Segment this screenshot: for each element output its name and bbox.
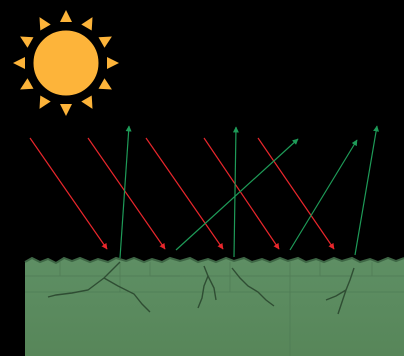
ground-body bbox=[25, 258, 404, 356]
crack-2 bbox=[197, 265, 209, 309]
sun-ray bbox=[60, 10, 72, 22]
sun-ray bbox=[98, 36, 112, 48]
crack-4b bbox=[325, 289, 347, 301]
sun-ray bbox=[39, 95, 51, 109]
ground-surface bbox=[24, 256, 404, 356]
sun-ray bbox=[39, 17, 51, 31]
sun-ray bbox=[81, 17, 93, 31]
reflected-ray bbox=[289, 139, 358, 251]
reflected-radiation bbox=[119, 125, 380, 259]
reflected-ray bbox=[232, 126, 239, 258]
ground-surface-edge bbox=[24, 256, 404, 265]
crack-3 bbox=[231, 267, 275, 307]
sun-disc bbox=[30, 27, 102, 99]
incoming-ray bbox=[257, 137, 335, 250]
sun-ray bbox=[20, 78, 34, 90]
sun-ray bbox=[98, 78, 112, 90]
incoming-ray bbox=[145, 137, 224, 250]
sun-ray bbox=[60, 104, 72, 116]
crack-1b bbox=[103, 277, 151, 313]
incoming-ray bbox=[203, 137, 280, 250]
ground-cracks bbox=[47, 261, 355, 315]
sun-ray bbox=[107, 57, 119, 69]
reflected-ray bbox=[354, 125, 380, 256]
reflected-ray bbox=[119, 125, 132, 259]
sun-ray bbox=[13, 57, 25, 69]
reflected-ray bbox=[175, 138, 299, 251]
incoming-ray bbox=[87, 137, 166, 250]
crack-2b bbox=[207, 275, 217, 301]
incoming-radiation bbox=[29, 137, 335, 250]
sun-icon bbox=[13, 10, 119, 116]
incoming-ray bbox=[29, 137, 108, 250]
sun-ray bbox=[20, 36, 34, 48]
sun-ray bbox=[81, 95, 93, 109]
crack-1 bbox=[47, 261, 121, 298]
